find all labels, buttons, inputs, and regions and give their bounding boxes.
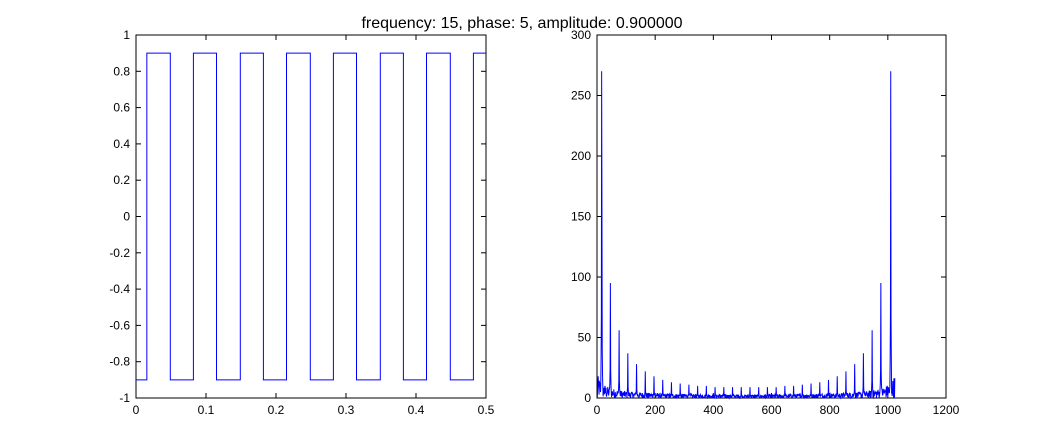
left-y-tick-label: 0.4 xyxy=(113,137,130,151)
right-x-tick-label: 800 xyxy=(820,403,840,417)
left-axes-frame xyxy=(135,34,487,399)
left-x-tick-label: 0.2 xyxy=(268,403,285,417)
right-x-tick-label: 400 xyxy=(703,403,723,417)
right-x-tick-label: 600 xyxy=(761,403,781,417)
right-plot-spectrum: 0 200 400 600 800 1000 1200 0 50 100 150 200 250 300 xyxy=(571,28,960,417)
right-y-tick-label: 0 xyxy=(584,391,591,405)
left-y-tick-label: -0.6 xyxy=(109,318,130,332)
left-y-tick-label: -0.2 xyxy=(109,246,130,260)
left-y-tick-label: 0.6 xyxy=(113,101,130,115)
right-x-tick-label: 1000 xyxy=(874,403,901,417)
right-y-tick-label: 100 xyxy=(571,270,591,284)
right-x-tick-label: 0 xyxy=(594,403,601,417)
right-y-tick-label: 150 xyxy=(571,210,591,224)
left-x-tick-label: 0.3 xyxy=(338,403,355,417)
right-series-line xyxy=(596,71,896,400)
figure-title: frequency: 15, phase: 5, amplitude: 0.90… xyxy=(361,15,682,32)
left-y-tick-label: 0.8 xyxy=(113,64,130,78)
left-y-tick-label: -1 xyxy=(119,391,130,405)
right-y-tick-label: 50 xyxy=(578,331,592,345)
left-y-tick-label: 0.2 xyxy=(113,173,130,187)
right-y-tick-label: 200 xyxy=(571,149,591,163)
right-x-tick-label: 1200 xyxy=(933,403,960,417)
left-plot-time-signal: 0 0.1 0.2 0.3 0.4 0.5 -1 -0.8 -0.6 -0.4 -0.2 0 0.2 0.… xyxy=(109,28,494,417)
left-y-tick-label: -0.8 xyxy=(109,355,130,369)
left-y-tick-label: 0 xyxy=(123,210,130,224)
right-y-tick-label: 250 xyxy=(571,89,591,103)
left-y-tick-label: -0.4 xyxy=(109,282,130,296)
left-y-tick-label: 1 xyxy=(123,28,130,42)
right-axes-frame xyxy=(596,34,947,399)
right-y-tick-label: 300 xyxy=(571,28,591,42)
left-x-tick-label: 0.4 xyxy=(408,403,425,417)
left-series-line xyxy=(136,52,486,381)
left-x-tick-label: 0.1 xyxy=(198,403,215,417)
left-x-tick-label: 0.5 xyxy=(478,403,495,417)
left-x-tick-label: 0 xyxy=(133,403,140,417)
right-x-tick-label: 200 xyxy=(645,403,665,417)
